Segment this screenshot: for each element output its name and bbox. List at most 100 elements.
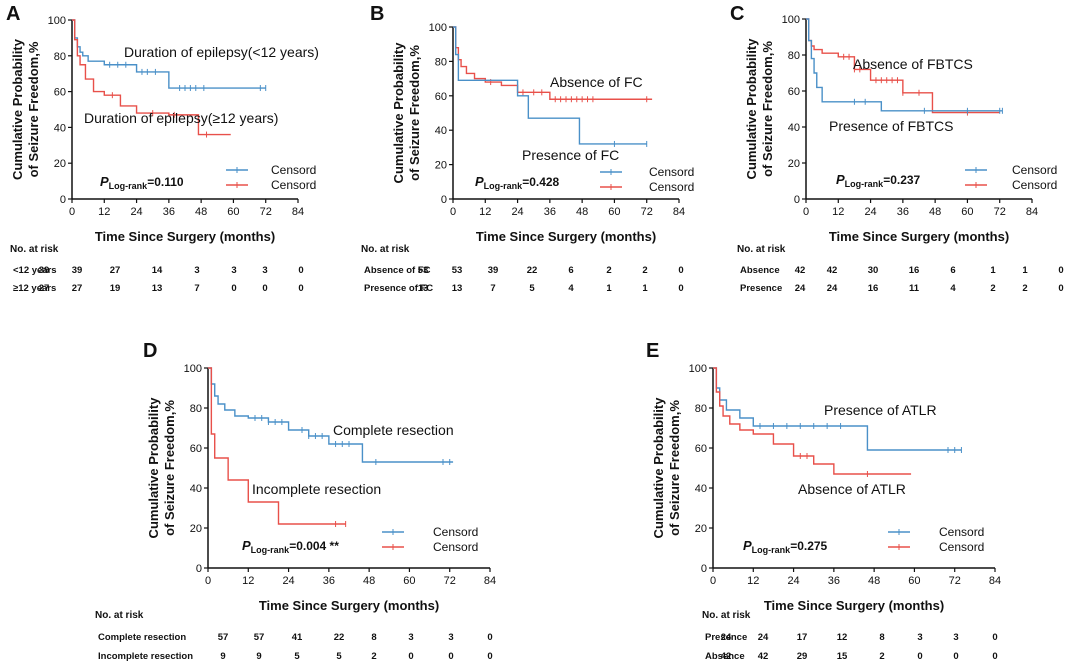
risk-count: 1 xyxy=(1022,265,1028,276)
risk-count: 22 xyxy=(334,632,345,643)
y-axis-label: Cumulative Probabilityof Seizure Freedom… xyxy=(744,38,775,180)
risk-count: 29 xyxy=(797,651,808,662)
risk-count: 6 xyxy=(568,265,573,276)
risk-count: 0 xyxy=(408,651,413,662)
risk-count: 4 xyxy=(568,283,574,294)
risk-count: 15 xyxy=(837,651,848,662)
x-axis-label: Time Since Surgery (months) xyxy=(476,229,656,244)
x-tick-label: 60 xyxy=(961,206,973,218)
panel-letter: C xyxy=(730,3,744,25)
x-tick-label: 12 xyxy=(832,206,844,218)
p-value: PLog-rank=0.275 xyxy=(743,538,828,555)
risk-count: 7 xyxy=(490,283,495,294)
x-tick-label: 0 xyxy=(450,206,456,218)
risk-count: 3 xyxy=(917,632,922,643)
risk-count: 7 xyxy=(194,283,199,294)
y-tick-label: 100 xyxy=(689,363,707,375)
risk-count: 19 xyxy=(110,283,121,294)
risk-count: 27 xyxy=(110,265,121,276)
risk-count: 24 xyxy=(758,632,769,643)
risk-count: 0 xyxy=(1058,283,1063,294)
risk-row-label: Presence of FC xyxy=(364,283,433,294)
x-tick-label: 84 xyxy=(989,575,1001,587)
risk-table-title: No. at risk xyxy=(10,244,59,255)
risk-count: 14 xyxy=(152,265,163,276)
risk-count: 17 xyxy=(797,632,808,643)
y-axis-label: Cumulative Probabilityof Seizure Freedom… xyxy=(651,397,682,539)
risk-count: 3 xyxy=(194,265,199,276)
curve-blue xyxy=(208,367,454,463)
x-tick-label: 60 xyxy=(908,575,920,587)
risk-count: 1 xyxy=(606,283,612,294)
risk-count: 8 xyxy=(371,632,376,643)
x-tick-label: 60 xyxy=(608,206,620,218)
risk-count: 0 xyxy=(678,283,683,294)
risk-table-title: No. at risk xyxy=(95,610,144,621)
y-tick-label: 60 xyxy=(788,86,800,98)
risk-count: 0 xyxy=(262,283,267,294)
risk-count: 42 xyxy=(827,265,838,276)
risk-count: 2 xyxy=(606,265,611,276)
risk-count: 39 xyxy=(72,265,83,276)
y-tick-label: 100 xyxy=(184,363,202,375)
risk-row-label: Absence xyxy=(705,651,745,662)
curve-label: Presence of ATLR xyxy=(824,402,937,418)
risk-count: 9 xyxy=(256,651,261,662)
risk-table-title: No. at risk xyxy=(361,244,410,255)
risk-row-label: Presence xyxy=(740,283,782,294)
curve-blue xyxy=(453,26,647,145)
risk-count: 11 xyxy=(909,283,920,294)
p-value: PLog-rank=0.004 ** xyxy=(242,538,339,555)
y-tick-label: 80 xyxy=(190,403,202,415)
risk-count: 5 xyxy=(294,651,300,662)
x-tick-label: 48 xyxy=(363,575,375,587)
risk-count: 0 xyxy=(231,283,236,294)
legend-label: Censord xyxy=(433,525,478,539)
y-tick-label: 40 xyxy=(190,483,202,495)
x-tick-label: 48 xyxy=(929,206,941,218)
panel-letter: A xyxy=(6,3,20,25)
risk-count: 42 xyxy=(795,265,806,276)
risk-row-label: Absence of FC xyxy=(364,265,431,276)
y-tick-label: 0 xyxy=(441,194,447,206)
y-tick-label: 20 xyxy=(190,523,202,535)
x-tick-label: 36 xyxy=(828,575,840,587)
y-tick-label: 100 xyxy=(429,22,447,34)
y-tick-label: 80 xyxy=(788,50,800,62)
risk-count: 0 xyxy=(917,651,922,662)
risk-count: 16 xyxy=(868,283,879,294)
x-tick-label: 48 xyxy=(868,575,880,587)
risk-table-title: No. at risk xyxy=(702,610,751,621)
risk-count: 3 xyxy=(231,265,236,276)
x-tick-label: 84 xyxy=(673,206,685,218)
curve-red xyxy=(208,367,346,525)
risk-row-label: Incomplete resection xyxy=(98,651,193,662)
x-tick-label: 60 xyxy=(227,206,239,218)
risk-count: 0 xyxy=(992,632,997,643)
risk-row-label: <12 years xyxy=(13,265,57,276)
y-tick-label: 0 xyxy=(60,194,66,206)
y-tick-label: 60 xyxy=(54,87,66,99)
risk-count: 0 xyxy=(992,651,997,662)
risk-count: 5 xyxy=(529,283,535,294)
legend-label: Censord xyxy=(271,178,316,192)
legend-label: Censord xyxy=(1012,178,1057,192)
curve-label: Absence of FC xyxy=(550,74,643,90)
risk-count: 0 xyxy=(1058,265,1063,276)
risk-count: 53 xyxy=(418,265,429,276)
risk-count: 1 xyxy=(642,283,648,294)
panel-a: A 0 12 24 36 48 60 72 84 0 20 40 60 80 100 Cumulative P… xyxy=(6,3,319,294)
y-tick-label: 40 xyxy=(435,125,447,137)
curve-label: Incomplete resection xyxy=(252,481,381,497)
legend-label: Censord xyxy=(939,525,984,539)
risk-table-title: No. at risk xyxy=(737,244,786,255)
curve-label: Absence of ATLR xyxy=(798,481,906,497)
curve-red xyxy=(72,19,231,136)
panel-letter: D xyxy=(143,340,157,362)
risk-count: 42 xyxy=(758,651,769,662)
p-value: PLog-rank=0.428 xyxy=(475,174,560,191)
risk-count: 30 xyxy=(868,265,879,276)
